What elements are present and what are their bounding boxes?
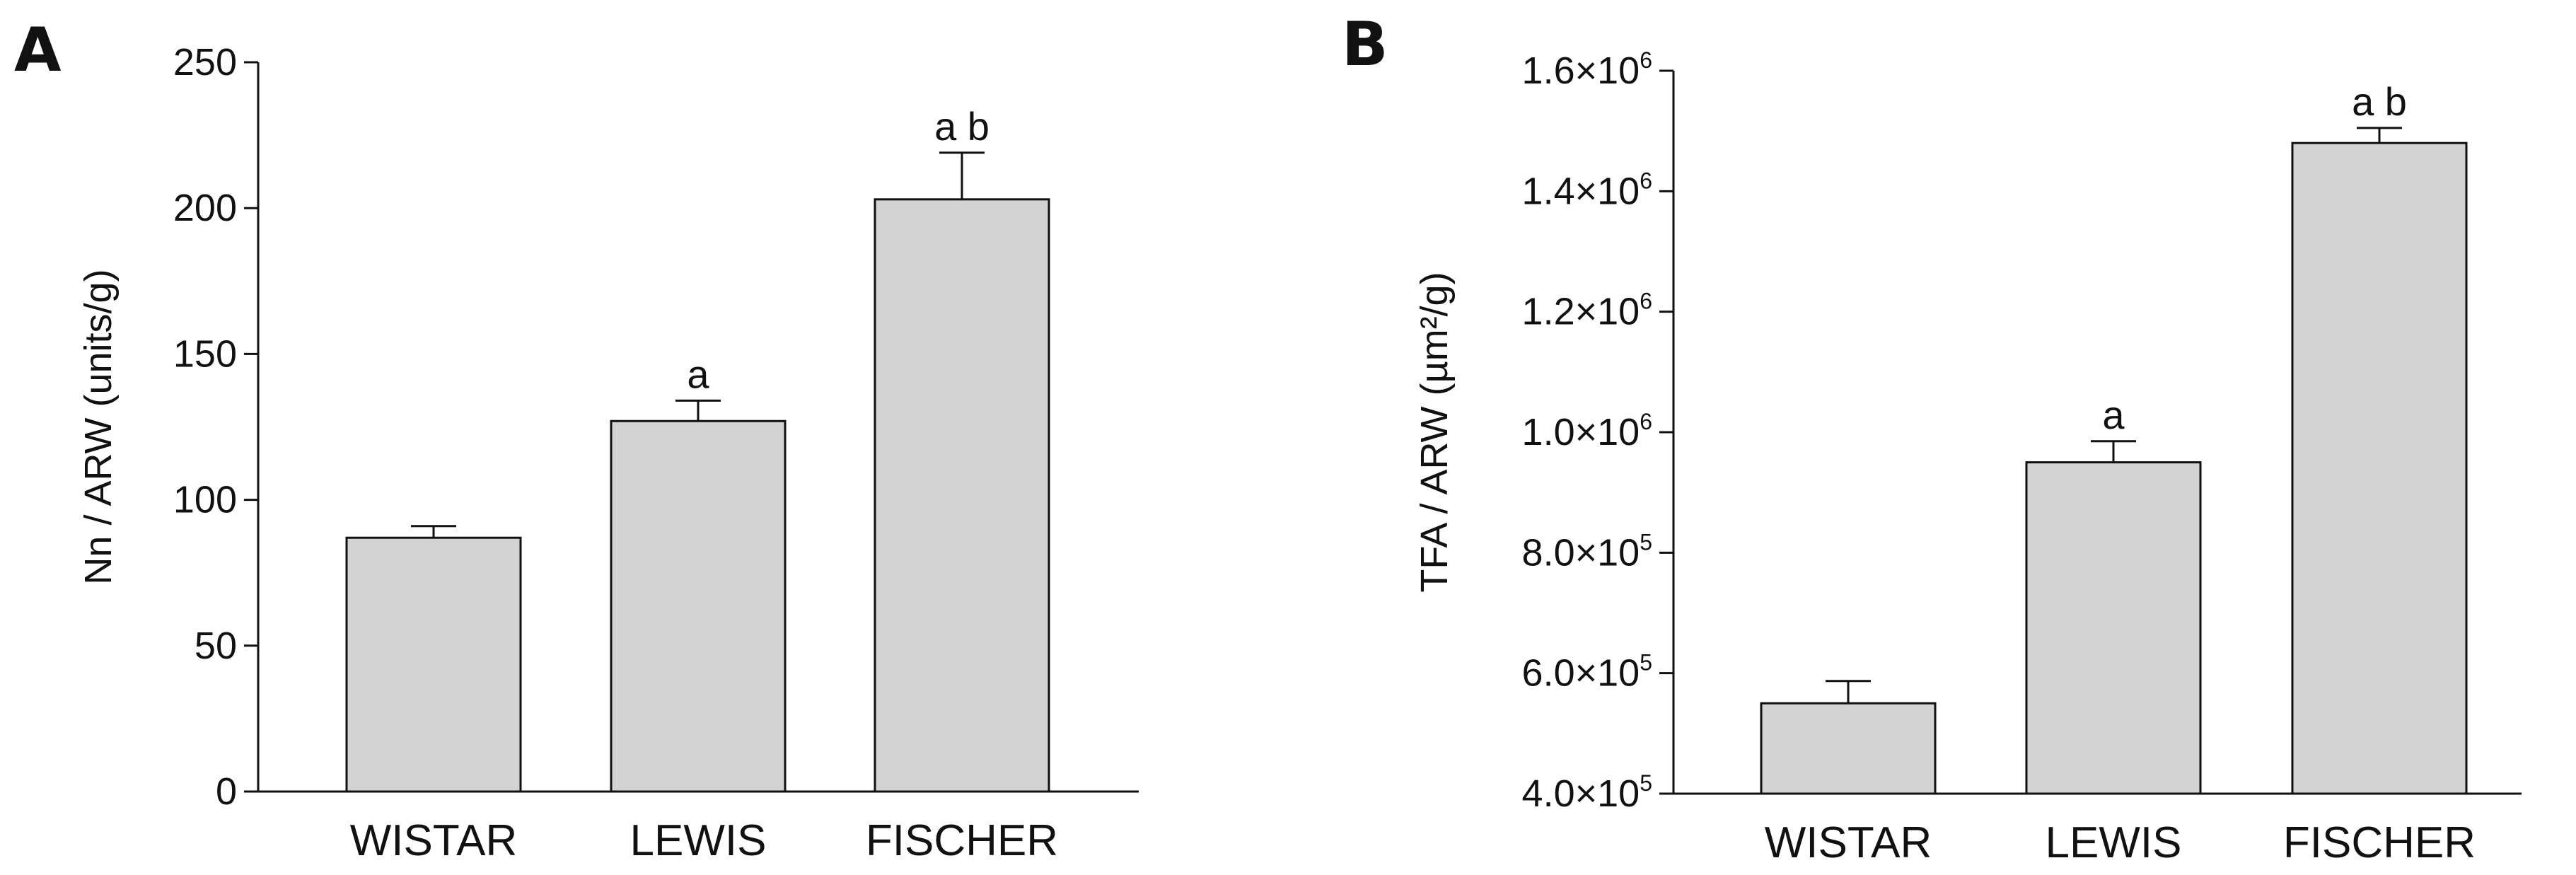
panel-a-chart: A WISTAR a LEWIS a b FISCHER 0 50 100 150 200 250 N… [14,15,1139,865]
panel-b-chart: B WISTAR a LEWIS a b FISCHER 4.0×105 6.0×105 8.… [1342,9,2522,867]
bar-wistar [1760,702,1937,795]
significance-label: a [687,352,709,396]
panel-b-letter: B [1342,9,1388,80]
y-tick-label: 250 [173,41,237,83]
x-tick-label: FISCHER [2283,818,2476,867]
x-tick-label: LEWIS [630,816,767,865]
x-tick-label: FISCHER [866,816,1058,865]
y-axis-title: Nn / ARW (units/g) [77,269,120,584]
significance-label: a b [2352,79,2407,124]
x-tick-label: WISTAR [350,816,518,865]
panel-a-letter: A [14,15,62,86]
y-tick-label: 8.0×105 [1522,529,1652,574]
bar-wistar [345,536,522,793]
y-tick-label: 150 [173,332,237,375]
x-tick-label: WISTAR [1765,818,1932,867]
bar-fischer [874,198,1050,793]
bar-fischer [2291,141,2468,795]
y-tick-label: 100 [173,479,237,521]
y-tick-label: 1.6×106 [1522,47,1652,92]
significance-label: a [2102,393,2125,437]
y-tick-label: 4.0×105 [1522,770,1652,815]
y-tick-label: 6.0×105 [1522,650,1652,695]
significance-label: a b [934,104,990,149]
bar-lewis [610,419,787,793]
y-tick-label: 0 [216,770,237,813]
y-axis-title: TFA / ARW (µm²/g) [1413,272,1456,592]
x-tick-label: LEWIS [2046,818,2182,867]
y-tick-label: 1.0×106 [1522,409,1652,453]
y-tick-label: 1.2×106 [1522,289,1652,333]
y-tick-label: 1.4×106 [1522,168,1652,212]
bar-lewis [2025,461,2202,795]
y-tick-label: 200 [173,187,237,229]
y-tick-label: 50 [195,625,237,667]
